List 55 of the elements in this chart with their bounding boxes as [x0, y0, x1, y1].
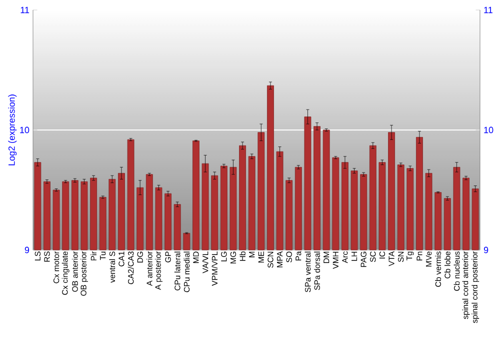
x-tick-label: Cb nucleus — [454, 251, 460, 291]
x-tick-label: SPa ventral — [304, 252, 311, 292]
y2-tick-label: 11 — [484, 6, 492, 14]
x-tick-label: DG — [137, 252, 143, 263]
x-tick-label: Tg — [406, 252, 414, 260]
x-tick-label: SPa dorsal — [314, 252, 320, 290]
x-tick-label: VTA — [388, 251, 394, 266]
x-tick-label: CPu lateral — [174, 252, 180, 290]
x-tick-label: MG — [230, 252, 236, 264]
x-tick-label: PAG — [360, 252, 366, 267]
x-tick-label: Cb lobe — [444, 252, 450, 278]
x-tick-label: CA1 — [118, 252, 124, 266]
x-tick-label: CPu medial — [184, 252, 190, 292]
x-tick-label: MPA — [277, 251, 283, 268]
x-tick-label: SCN — [268, 252, 274, 268]
y-axis-title: Log2 (expression) — [8, 94, 17, 166]
y-tick-label: 10 — [20, 126, 30, 134]
x-tick-label: Pir — [90, 251, 96, 260]
x-tick-label: Pa — [296, 251, 302, 260]
x-tick-label: VPM/VPL — [212, 251, 218, 286]
x-tick-label: ME — [258, 252, 264, 263]
x-tick-label: LS — [34, 252, 40, 260]
x-tick-label: spinal cord posterior — [472, 251, 480, 323]
x-tick-label: OB posterior — [80, 251, 88, 296]
x-tick-label: Cx cingulate — [62, 252, 70, 295]
x-tick-label: A posterior — [154, 251, 162, 290]
x-tick-label: VA/VL — [202, 251, 208, 274]
x-tick-label: IC — [379, 251, 386, 258]
x-tick-label: MVe — [426, 252, 432, 267]
x-tick-label: Cx motor — [53, 251, 60, 284]
x-tick-label: GP — [165, 252, 171, 262]
x-tick-label: spinal cord anterior — [462, 251, 470, 319]
x-tick-label: VMH — [332, 252, 338, 269]
y2-tick-label: 10 — [484, 126, 494, 134]
y2-tick-label: 9 — [484, 246, 488, 254]
x-tick-label: Cb vermis — [435, 251, 442, 287]
x-tick-label: SO — [286, 252, 292, 262]
x-tick-label: CA2/CA3 — [128, 252, 134, 284]
x-tick-label: DM — [324, 252, 330, 263]
x-tick-label: SN — [398, 252, 404, 262]
x-tick-label: MD — [193, 252, 199, 263]
x-tick-label: SC — [370, 251, 376, 262]
x-tick-label: Pn — [416, 252, 422, 260]
y-tick-label: 9 — [24, 246, 30, 254]
x-tick-label: OB anterior — [72, 251, 78, 292]
y-tick-label: 11 — [20, 6, 30, 14]
x-tick-label: Tu — [100, 252, 106, 260]
x-tick-label: ventral S — [109, 252, 116, 283]
x-tick-label: LH — [352, 252, 358, 261]
x-tick-label: Hb — [240, 252, 246, 261]
x-tick-label: A anterior — [146, 251, 152, 286]
x-tick-label: Arc — [342, 251, 348, 264]
x-tick-label: LG — [221, 252, 227, 262]
x-tick-label: M — [249, 252, 255, 258]
x-tick-label: RS — [44, 252, 50, 262]
